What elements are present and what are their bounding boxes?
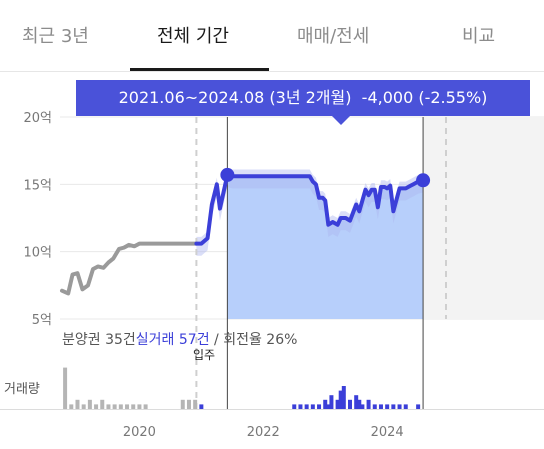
volume-bar-actual: [397, 404, 402, 409]
volume-bar-presale: [94, 404, 99, 409]
tab-bar: 최근 3년 전체 기간 매매/전세 비교: [0, 0, 544, 72]
x-tick-label: 2024: [371, 425, 404, 440]
selection-end-point: [416, 173, 431, 188]
volume-bar-presale: [75, 399, 80, 409]
tooltip-change: -4,000 (-2.55%): [361, 88, 488, 107]
volume-bar-presale: [63, 367, 68, 409]
volume-bar-presale: [180, 399, 185, 409]
selection-start-point: [220, 167, 235, 182]
volume-bar-presale: [112, 404, 117, 409]
volume-bar-presale: [81, 404, 86, 409]
volume-bar-actual: [372, 404, 377, 409]
volume-bar-presale: [69, 404, 74, 409]
turnover-rate: / 회전율 26%: [209, 332, 298, 348]
volume-bar-actual: [348, 399, 352, 409]
volume-bar-actual: [292, 404, 297, 409]
volume-bar-actual: [360, 404, 365, 409]
selected-area-fill: [227, 174, 424, 319]
x-tick-label: 2020: [123, 425, 156, 440]
volume-bar-actual: [385, 404, 390, 409]
volume-bar-actual: [304, 404, 309, 409]
y-tick-label: 5억: [32, 313, 52, 328]
volume-bar-presale: [118, 404, 123, 409]
volume-bar-actual: [378, 404, 383, 409]
y-tick-label: 10억: [23, 246, 52, 261]
tab-recent-3y[interactable]: 최근 3년: [22, 26, 89, 47]
tab-sale-jeonse[interactable]: 매매/전세: [297, 26, 370, 47]
volume-bar-presale: [186, 399, 191, 409]
tooltip-range: 2021.06~2024.08 (3년 2개월): [118, 88, 352, 107]
x-tick-label: 2022: [247, 425, 280, 440]
move-in-label: 입주: [193, 348, 216, 362]
volume-bar-actual: [317, 404, 322, 409]
volume-bar-actual: [366, 399, 371, 409]
volume-label: 거래량: [4, 382, 40, 397]
volume-bar-presale: [143, 404, 148, 409]
volume-bar-actual: [416, 404, 421, 409]
volume-bar-presale: [106, 404, 111, 409]
volume-bar-actual: [329, 395, 334, 409]
volume-bar-presale: [193, 399, 198, 409]
y-tick-label: 15억: [23, 178, 52, 193]
volume-bar-actual: [310, 404, 315, 409]
volume-bar-actual: [298, 404, 303, 409]
active-tab-indicator: [130, 68, 269, 71]
volume-bar-actual: [354, 395, 359, 409]
volume-bar-presale: [100, 399, 105, 409]
volume-bar-presale: [137, 404, 142, 409]
volume-bar-actual: [357, 399, 362, 409]
volume-bar-actual: [326, 404, 331, 409]
volume-bar-presale: [125, 404, 130, 409]
volume-bar-presale: [87, 399, 92, 409]
tab-all-period[interactable]: 전체 기간: [157, 26, 229, 47]
series-line-0: [60, 241, 199, 296]
volume-bar-actual: [199, 404, 204, 409]
actual-count[interactable]: 실거래 57건: [135, 332, 210, 348]
volume-bar-actual: [341, 386, 346, 409]
volume-bar-actual: [391, 404, 396, 409]
volume-bar-actual: [335, 399, 340, 409]
volume-bar-actual: [338, 390, 343, 409]
volume-bar-actual: [403, 404, 408, 409]
trade-summary: 분양권 35건실거래 57건 / 회전율 26%: [62, 329, 297, 349]
range-tooltip: 2021.06~2024.08 (3년 2개월) -4,000 (-2.55%): [76, 80, 530, 116]
tab-compare[interactable]: 비교: [462, 26, 496, 47]
tooltip-arrow: [332, 116, 350, 125]
presale-count: 분양권 35건: [62, 332, 136, 348]
unselected-area: [423, 117, 544, 319]
y-tick-label: 20억: [23, 111, 52, 126]
volume-bar-actual: [323, 399, 328, 409]
volume-bar-presale: [131, 404, 136, 409]
